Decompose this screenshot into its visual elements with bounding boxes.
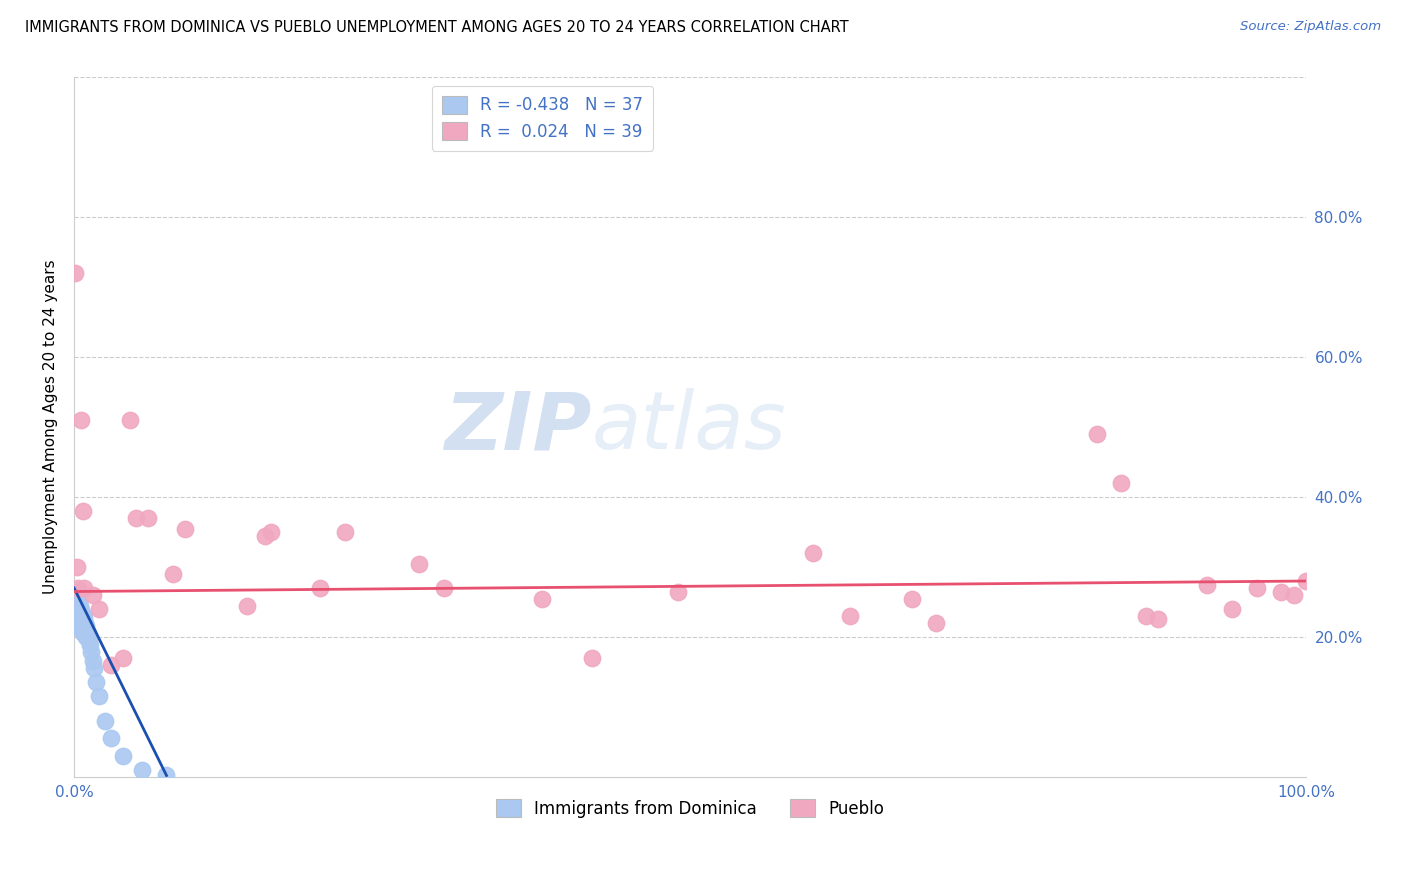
Point	[75, 630, 97, 644]
Point	[87, 602, 110, 616]
Point	[72, 617, 94, 632]
Point	[118, 413, 141, 427]
Point	[408, 557, 430, 571]
Point	[531, 591, 554, 606]
Point	[174, 522, 197, 536]
Point	[72, 504, 94, 518]
Point	[66, 615, 89, 630]
Point	[73, 581, 96, 595]
Text: Source: ZipAtlas.com: Source: ZipAtlas.com	[1240, 20, 1381, 33]
Point	[70, 603, 93, 617]
Point	[1246, 581, 1268, 595]
Point	[235, 599, 257, 613]
Point	[72, 626, 94, 640]
Point	[65, 606, 87, 620]
Point	[69, 599, 91, 613]
Point	[1295, 574, 1317, 588]
Point	[70, 623, 93, 637]
Point	[581, 651, 603, 665]
Point	[65, 560, 87, 574]
Point	[1147, 613, 1170, 627]
Point	[136, 511, 159, 525]
Point	[155, 768, 177, 782]
Point	[112, 651, 135, 665]
Point	[433, 581, 456, 595]
Point	[75, 624, 97, 639]
Point	[82, 655, 104, 669]
Point	[75, 615, 97, 630]
Point	[1135, 609, 1157, 624]
Point	[1109, 476, 1132, 491]
Point	[82, 588, 104, 602]
Point	[1282, 588, 1305, 602]
Point	[94, 714, 117, 728]
Point	[925, 615, 948, 630]
Point	[83, 661, 105, 675]
Point	[84, 675, 107, 690]
Point	[65, 584, 87, 599]
Point	[67, 600, 90, 615]
Point	[1085, 427, 1108, 442]
Text: IMMIGRANTS FROM DOMINICA VS PUEBLO UNEMPLOYMENT AMONG AGES 20 TO 24 YEARS CORREL: IMMIGRANTS FROM DOMINICA VS PUEBLO UNEMP…	[25, 20, 849, 35]
Point	[254, 528, 277, 542]
Point	[87, 690, 110, 704]
Point	[70, 615, 93, 629]
Point	[1220, 602, 1243, 616]
Y-axis label: Unemployment Among Ages 20 to 24 years: Unemployment Among Ages 20 to 24 years	[44, 260, 58, 594]
Point	[73, 610, 96, 624]
Point	[901, 591, 924, 606]
Point	[666, 584, 689, 599]
Point	[100, 657, 122, 672]
Point	[100, 731, 122, 746]
Point	[69, 619, 91, 633]
Point	[70, 413, 93, 427]
Point	[75, 619, 97, 633]
Point	[112, 748, 135, 763]
Point	[125, 511, 148, 525]
Point	[65, 266, 87, 280]
Point	[333, 524, 356, 539]
Point	[66, 596, 89, 610]
Point	[79, 639, 101, 653]
Point	[1197, 577, 1219, 591]
Point	[67, 613, 90, 627]
Point	[260, 524, 283, 539]
Point	[66, 609, 89, 624]
Point	[162, 567, 184, 582]
Point	[309, 581, 332, 595]
Point	[72, 607, 94, 622]
Text: atlas: atlas	[592, 388, 786, 467]
Point	[76, 626, 98, 640]
Point	[801, 546, 824, 560]
Point	[839, 609, 862, 624]
Point	[65, 602, 87, 616]
Point	[66, 581, 89, 595]
Point	[65, 591, 87, 606]
Point	[131, 763, 153, 777]
Point	[1270, 584, 1292, 599]
Point	[73, 622, 96, 636]
Point	[69, 610, 91, 624]
Point	[77, 633, 100, 648]
Point	[80, 645, 103, 659]
Legend: Immigrants from Dominica, Pueblo: Immigrants from Dominica, Pueblo	[489, 792, 891, 824]
Text: ZIP: ZIP	[444, 388, 592, 467]
